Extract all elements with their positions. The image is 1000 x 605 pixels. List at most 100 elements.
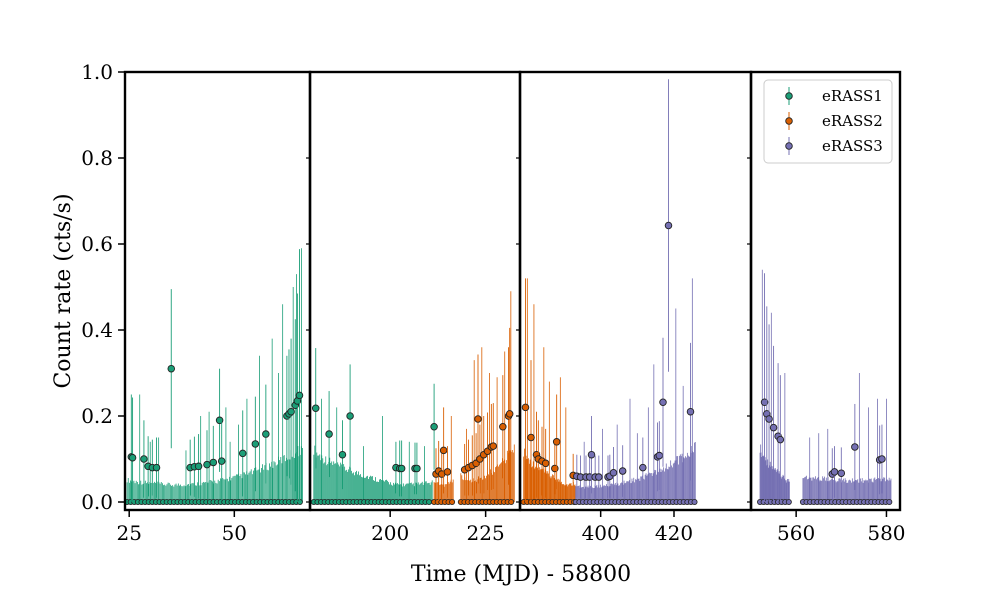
detection-erass1	[128, 397, 137, 502]
panel-frame-4	[749, 70, 902, 512]
detection-point	[413, 464, 421, 473]
detection-erass2	[527, 360, 535, 502]
panel-1	[124, 248, 304, 505]
detection-erass1	[413, 442, 421, 495]
detection-erass1	[194, 434, 203, 499]
y-tick-label: 0.6	[81, 232, 113, 256]
detection-point	[251, 440, 260, 448]
detection-erass2	[541, 428, 550, 498]
detection-point	[527, 433, 535, 442]
legend-frame	[763, 79, 893, 164]
detection-point	[489, 442, 498, 450]
detection-point	[776, 435, 785, 444]
detection-point	[140, 455, 148, 463]
detection-point	[878, 455, 886, 463]
detection-point	[397, 464, 406, 473]
detection-point	[209, 458, 218, 467]
detection-erass3	[595, 455, 603, 499]
detection-erass1	[209, 425, 218, 499]
detection-point	[505, 410, 514, 418]
detection-erass3	[659, 337, 667, 467]
zero-markers-erass3	[572, 498, 698, 505]
detection-erass1	[262, 384, 270, 484]
x-tick-label: 200	[371, 521, 409, 545]
detection-erass1	[287, 338, 295, 485]
zero-markers-erass3	[757, 498, 792, 505]
detection-erass2	[439, 407, 448, 494]
detection-point	[167, 364, 175, 373]
detection-erass3	[878, 424, 886, 494]
zero-point	[691, 498, 698, 505]
zero-markers-erass1	[124, 498, 303, 505]
detection-erass1	[215, 368, 224, 472]
y-tick-label: 1.0	[81, 60, 113, 84]
detection-point	[430, 423, 438, 431]
detection-point	[618, 467, 627, 475]
detection-erass3	[837, 447, 846, 499]
detection-point	[760, 398, 769, 406]
detection-point	[194, 462, 203, 471]
y-tick-label: 0.4	[81, 318, 113, 342]
zero-point	[426, 498, 433, 505]
detection-erass3	[760, 273, 769, 502]
detection-erass1	[152, 437, 161, 498]
panel-2	[310, 291, 515, 505]
chart-marks	[124, 79, 893, 505]
detection-point	[262, 430, 270, 438]
zero-markers-erass2	[431, 498, 456, 505]
detection-erass1	[251, 396, 260, 492]
detection-erass1	[397, 440, 406, 497]
detection-point	[552, 438, 561, 446]
detection-point	[499, 423, 507, 431]
detection-erass1	[430, 383, 438, 470]
detection-point	[686, 407, 695, 416]
x-tick-label: 420	[655, 521, 693, 545]
zero-markers-erass1	[310, 498, 433, 505]
legend-marker	[785, 117, 793, 125]
panel-frames	[123, 70, 902, 512]
detection-point	[311, 404, 320, 413]
detection-erass2	[552, 394, 561, 490]
x-tick-label: 225	[467, 521, 505, 545]
detection-erass3	[776, 375, 785, 502]
detection-point	[215, 416, 224, 425]
legend-entry-erass1: eRASS1	[785, 87, 883, 105]
detection-erass1	[217, 422, 226, 500]
detection-point	[837, 469, 846, 477]
detection-point	[238, 449, 247, 458]
detection-erass1	[238, 410, 247, 497]
zero-point	[886, 498, 893, 505]
zero-point	[785, 498, 792, 505]
detection-erass1	[167, 289, 175, 449]
x-axis-label: Time (MJD) - 58800	[411, 562, 631, 587]
y-tick-label: 0.2	[81, 404, 113, 428]
detection-point	[217, 457, 226, 465]
detection-point	[830, 468, 839, 476]
detection-erass3	[763, 306, 771, 502]
detection-point	[474, 415, 482, 423]
detection-point	[765, 415, 773, 423]
legend: eRASS1 eRASS2 eRASS3	[763, 79, 893, 164]
detection-point	[521, 403, 530, 412]
detection-erass2	[443, 446, 452, 498]
detection-point	[346, 412, 354, 420]
detection-erass1	[346, 364, 354, 468]
detection-erass2	[464, 439, 473, 496]
legend-label: eRASS3	[822, 137, 883, 155]
legend-label: eRASS2	[822, 112, 883, 130]
legend-marker	[785, 142, 793, 150]
detection-erass3	[609, 446, 618, 499]
detection-erass2	[521, 278, 530, 502]
detection-erass1	[140, 420, 148, 498]
detection-erass3	[851, 403, 859, 490]
detection-erass3	[587, 416, 596, 494]
detection-erass2	[489, 403, 498, 490]
x-tick-label: 580	[867, 521, 905, 545]
detection-erass2	[499, 375, 507, 479]
panel-3	[520, 79, 698, 505]
detection-point	[551, 464, 559, 473]
detection-erass1	[325, 391, 333, 478]
detection-erass1	[203, 430, 211, 499]
